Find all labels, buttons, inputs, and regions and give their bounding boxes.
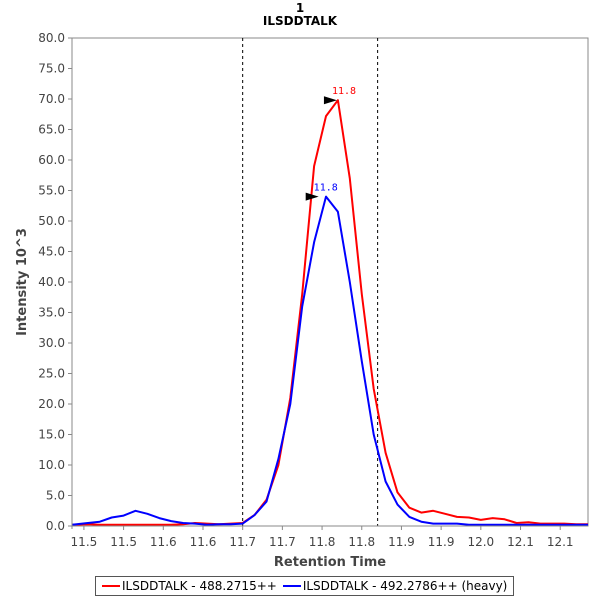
y-tick-label: 55.0 <box>38 184 65 198</box>
legend-swatch-blue <box>282 585 301 587</box>
legend-item-heavy: ILSDDTALK - 492.2786++ (heavy) <box>282 579 508 593</box>
y-tick-label: 25.0 <box>38 367 65 381</box>
peak-marker <box>323 96 337 105</box>
x-tick-label: 11.6 <box>190 535 217 549</box>
x-tick-label: 12.1 <box>507 535 534 549</box>
x-tick-label: 11.8 <box>309 535 336 549</box>
y-tick-label: 35.0 <box>38 306 65 320</box>
x-tick-label: 11.8 <box>348 535 375 549</box>
x-tick-label: 11.5 <box>110 535 137 549</box>
peak-label: 11.8 <box>332 86 356 97</box>
y-tick-label: 20.0 <box>38 397 65 411</box>
y-tick-label: 65.0 <box>38 123 65 137</box>
y-tick-label: 70.0 <box>38 92 65 106</box>
y-tick-label: 45.0 <box>38 245 65 259</box>
y-tick-label: 0.0 <box>46 519 65 533</box>
y-tick-label: 30.0 <box>38 336 65 350</box>
x-tick-label: 11.7 <box>269 535 296 549</box>
legend-swatch-red <box>102 585 120 587</box>
y-tick-label: 75.0 <box>38 62 65 76</box>
peak-label: 11.8 <box>314 183 338 194</box>
x-tick-label: 11.6 <box>150 535 177 549</box>
plot-area <box>71 37 589 527</box>
y-tick-label: 40.0 <box>38 275 65 289</box>
y-tick-label: 80.0 <box>38 31 65 45</box>
x-tick-label: 11.9 <box>428 535 455 549</box>
x-tick-label: 11.9 <box>388 535 415 549</box>
legend-label-heavy: ILSDDTALK - 492.2786++ (heavy) <box>302 579 508 593</box>
x-axis-label: Retention Time <box>274 555 386 570</box>
x-tick-label: 12.1 <box>547 535 574 549</box>
peak-marker <box>305 192 319 201</box>
chart-legend: ILSDDTALK - 488.2715++ ILSDDTALK - 492.2… <box>95 576 515 596</box>
y-tick-label: 5.0 <box>46 489 65 503</box>
y-tick-label: 15.0 <box>38 428 65 442</box>
y-tick-label: 50.0 <box>38 214 65 228</box>
x-tick-label: 11.7 <box>229 535 256 549</box>
x-tick-label: 11.5 <box>71 535 98 549</box>
series-line-1 <box>71 195 588 526</box>
chart-subtitle: ILSDDTALK <box>262 14 338 28</box>
x-tick-label: 12.0 <box>467 535 494 549</box>
legend-item-light: ILSDDTALK - 488.2715++ <box>102 579 277 593</box>
chart-title: 1 <box>295 1 305 15</box>
y-tick-label: 10.0 <box>38 458 65 472</box>
legend-label-light: ILSDDTALK - 488.2715++ <box>122 579 277 593</box>
y-tick-label: 60.0 <box>38 153 65 167</box>
series-line-0 <box>71 99 588 526</box>
y-axis-label: Intensity 10^3 <box>15 228 30 336</box>
